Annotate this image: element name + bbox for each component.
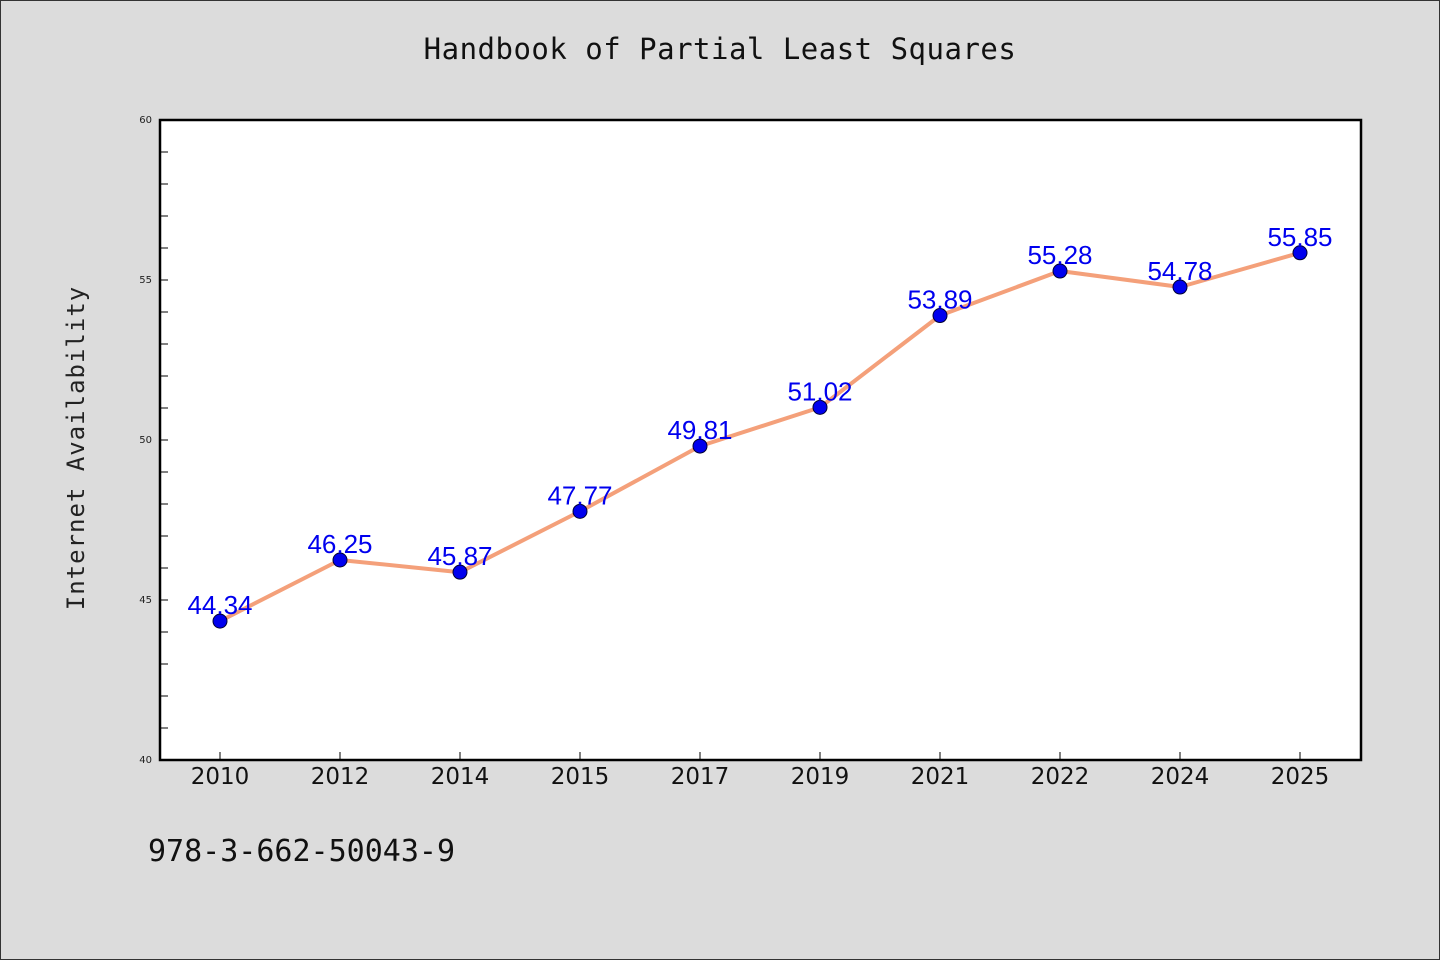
x-tick-label: 2015 xyxy=(551,764,610,790)
x-axis: 2010 2012 2014 2015 2017 2019 2021 2022 2024 2025 xyxy=(191,752,1330,790)
data-point-marker xyxy=(572,503,588,519)
data-label: 51.02 xyxy=(787,376,852,406)
x-tick-label: 2022 xyxy=(1031,764,1090,790)
data-point-marker xyxy=(692,438,708,454)
y-tick-label: 40 xyxy=(139,755,152,766)
y-tick-label: 45 xyxy=(139,595,152,606)
x-tick-label: 2014 xyxy=(431,764,490,790)
x-tick-label: 2017 xyxy=(671,764,730,790)
chart-title: Handbook of Partial Least Squares xyxy=(423,32,1017,66)
x-tick-label: 2024 xyxy=(1151,764,1210,790)
data-label: 45.87 xyxy=(427,541,492,571)
series-line xyxy=(219,250,1301,623)
data-label: 47.77 xyxy=(547,480,612,510)
data-point-marker xyxy=(1292,245,1308,261)
data-label: 46.25 xyxy=(307,529,372,559)
data-label: 53.89 xyxy=(907,285,972,315)
x-tick-label: 2012 xyxy=(311,764,370,790)
data-label: 49.81 xyxy=(667,415,732,445)
data-point-marker xyxy=(932,308,948,324)
data-labels: 44.34 46.25 45.87 47.77 49.81 51.02 53.89 55.28… xyxy=(187,222,1332,620)
x-tick-label: 2021 xyxy=(911,764,970,790)
data-label: 55.28 xyxy=(1027,240,1092,270)
x-tick-label: 2019 xyxy=(791,764,850,790)
x-tick-label: 2025 xyxy=(1271,764,1330,790)
series-markers xyxy=(212,245,1308,629)
data-point-marker xyxy=(1172,279,1188,295)
data-point-marker xyxy=(812,399,828,415)
y-tick-label: 50 xyxy=(139,435,152,446)
data-point-marker xyxy=(1052,263,1068,279)
y-tick-label: 55 xyxy=(139,275,152,286)
data-point-marker xyxy=(452,564,468,580)
data-label: 44.34 xyxy=(187,590,252,620)
data-label: 54.78 xyxy=(1147,256,1212,286)
y-tick-label: 60 xyxy=(139,115,152,126)
data-label: 55.85 xyxy=(1267,222,1332,252)
plot-border xyxy=(158,118,1363,762)
data-point-marker xyxy=(332,552,348,568)
plot-area xyxy=(160,120,1361,760)
data-point-marker xyxy=(212,613,228,629)
isbn-text: 978-3-662-50043-9 xyxy=(148,834,456,869)
x-tick-label: 2010 xyxy=(191,764,250,790)
